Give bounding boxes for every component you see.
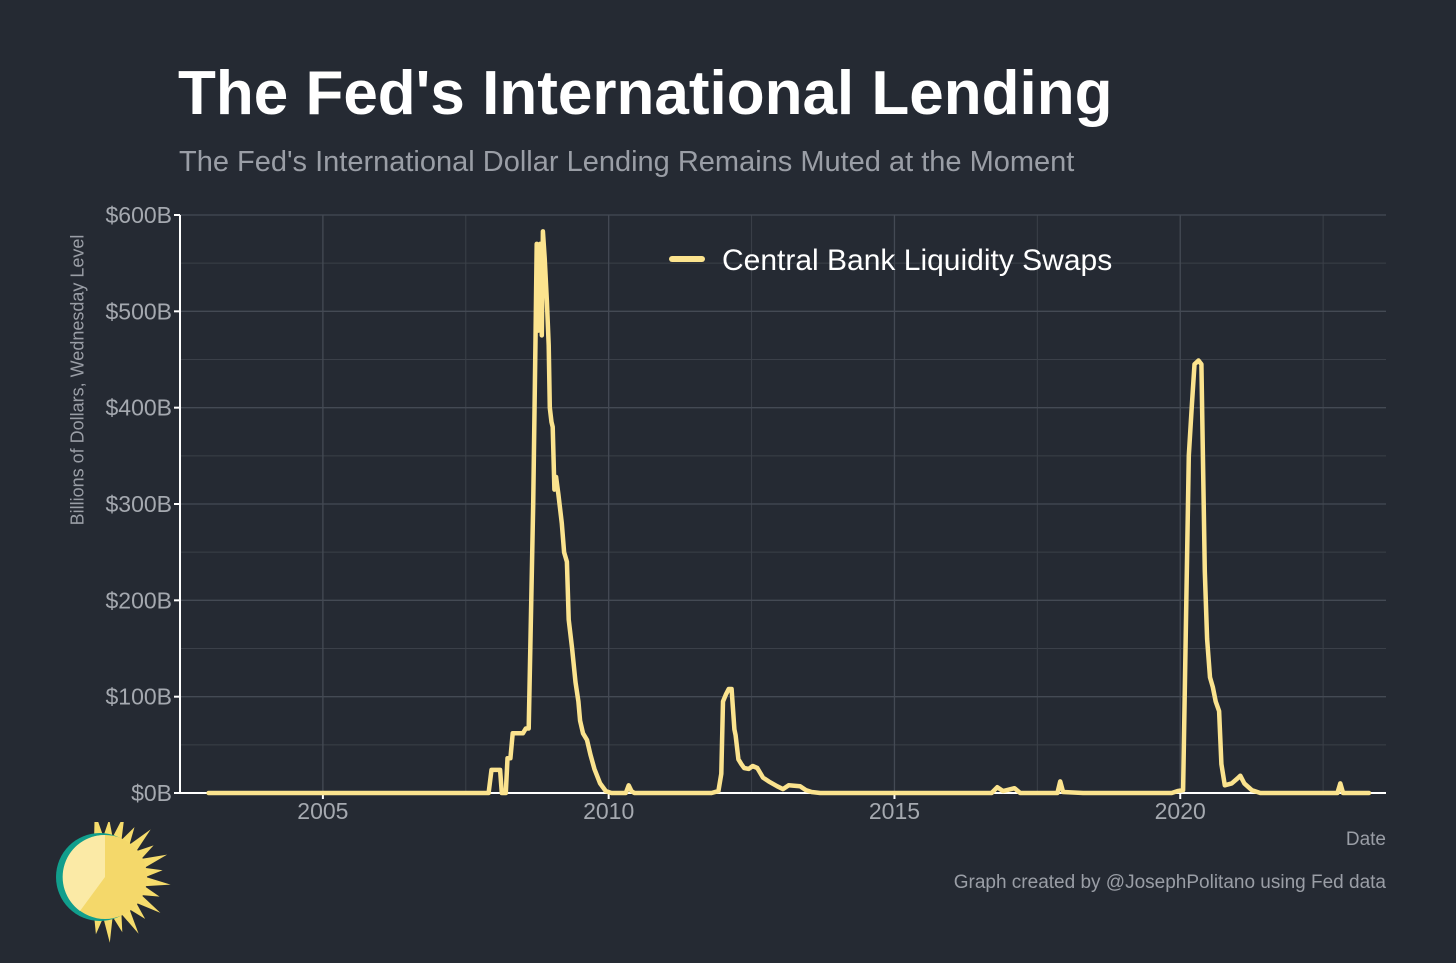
sun-icon	[56, 822, 171, 943]
source-caption: Graph created by @JosephPolitano using F…	[953, 872, 1386, 893]
sun-ray	[135, 894, 161, 913]
sun-highlight	[62, 834, 105, 911]
sun-ray	[143, 867, 163, 878]
legend-label: Central Bank Liquidity Swaps	[722, 244, 1112, 277]
y-tick-label: $300B	[105, 491, 172, 517]
chart-title: The Fed's International Lending	[178, 59, 1113, 128]
x-tick-label: 2020	[1155, 798, 1206, 824]
y-tick-label: $500B	[105, 298, 172, 324]
x-tick-label: 2005	[297, 798, 348, 824]
x-tick-label: 2015	[869, 798, 920, 824]
y-tick-label: $200B	[105, 587, 172, 613]
x-axis-label: Date	[1345, 829, 1386, 850]
sun-ray	[121, 908, 139, 934]
sun-ray	[143, 876, 171, 887]
y-tick-label: $100B	[105, 684, 172, 710]
x-tick-label: 2010	[583, 798, 634, 824]
sun-ray	[103, 916, 113, 943]
series-line-central-bank-liquidity-swaps	[206, 229, 1372, 796]
y-tick-label: $600B	[105, 202, 172, 228]
chart-subtitle: The Fed's International Dollar Lending R…	[179, 146, 1075, 178]
sun-ray	[129, 829, 151, 852]
y-tick-label: $0B	[131, 780, 172, 806]
sun-ray	[140, 885, 160, 897]
sun-ray	[140, 854, 168, 869]
y-tick-label: $400B	[105, 395, 172, 421]
